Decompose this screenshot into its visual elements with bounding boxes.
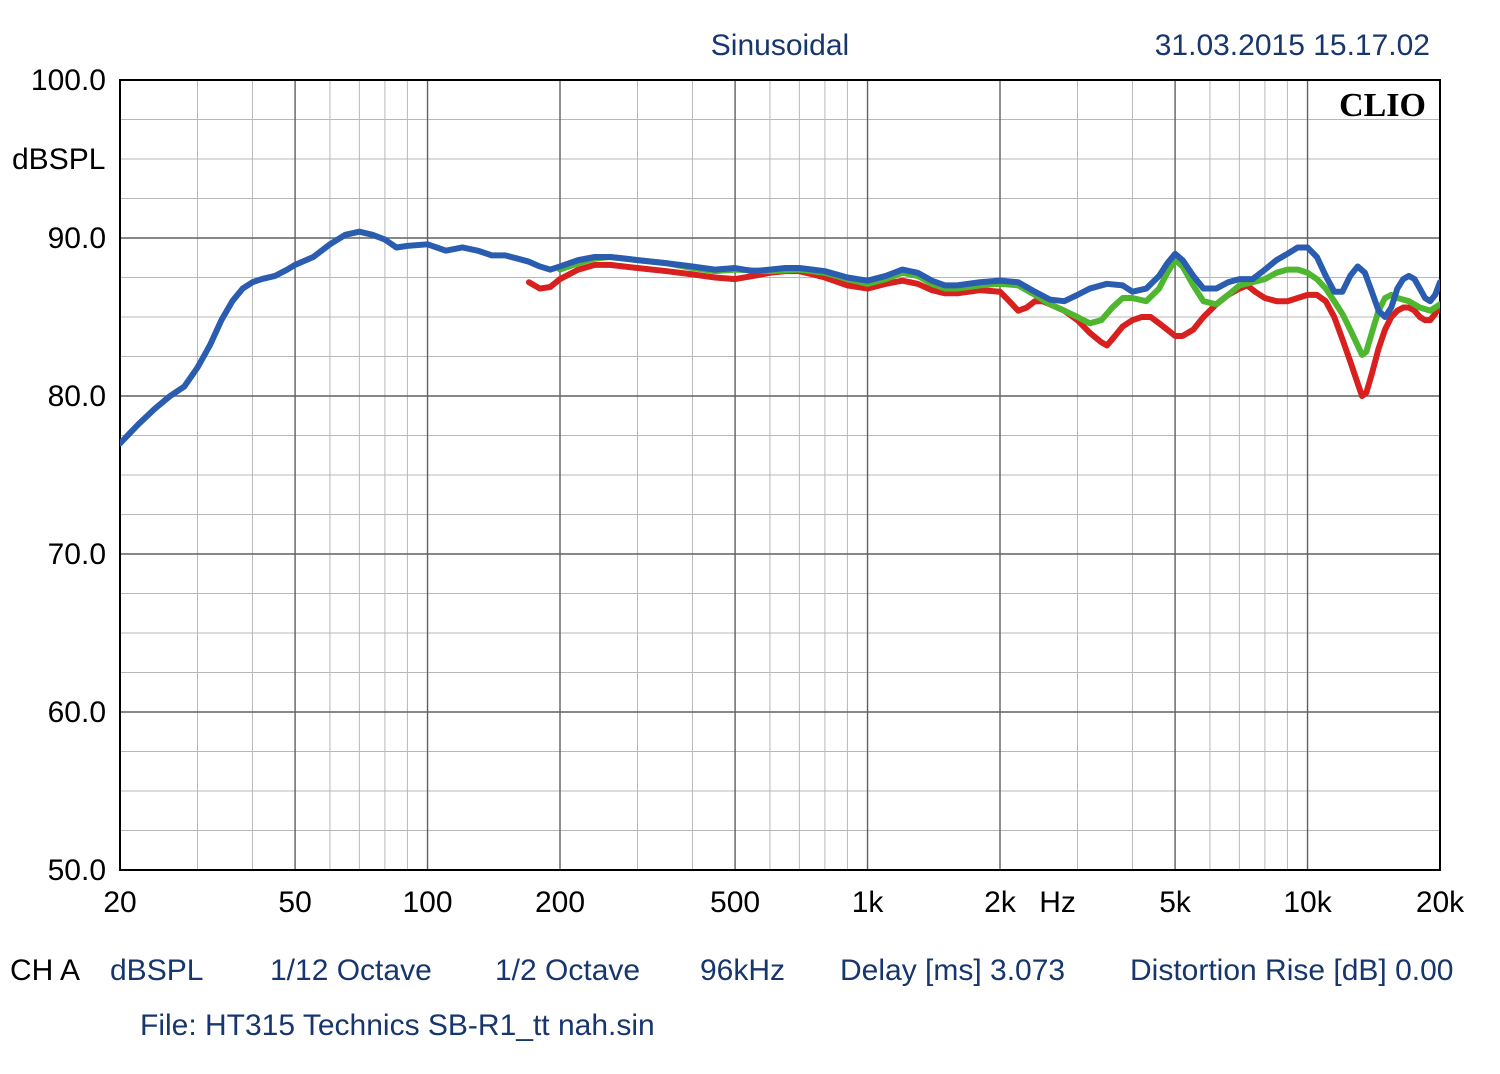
x-tick-label: 20 [103,886,136,919]
x-tick-label: 2k [984,886,1017,919]
footer-info-6: Distortion Rise [dB] 0.00 [1130,954,1453,987]
frequency-response-chart: Sinusoidal 31.03.2015 15.17.02 50.0 60.0 70.… [0,0,1500,1074]
x-tick-label: 200 [535,886,585,919]
y-axis-unit: dBSPL [12,143,105,176]
y-tick-label: 90.0 [48,222,106,255]
x-tick-label: 5k [1159,886,1192,919]
x-tick-label: 1k [852,886,885,919]
footer-file-label: File: HT315 Technics SB-R1_tt nah.sin [140,1009,655,1042]
y-tick-label: 80.0 [48,380,106,413]
y-tick-label: 60.0 [48,696,106,729]
chart-title: Sinusoidal [711,29,849,62]
x-tick-label: 50 [278,886,311,919]
footer-info-5: Delay [ms] 3.073 [840,954,1065,987]
footer-info-2: 1/12 Octave [270,954,432,987]
x-tick-label: 500 [710,886,760,919]
footer-info-3: 1/2 Octave [495,954,640,987]
x-axis-unit: Hz [1039,886,1076,919]
chart-timestamp: 31.03.2015 15.17.02 [1155,29,1430,62]
x-tick-label: 10k [1283,886,1332,919]
y-tick-label: 100.0 [31,64,106,97]
y-tick-label: 50.0 [48,854,106,887]
footer-info-0: CH A [10,954,80,987]
brand-label: CLIO [1339,87,1426,124]
footer-info-1: dBSPL [110,954,203,987]
y-tick-label: 70.0 [48,538,106,571]
x-tick-label: 100 [403,886,453,919]
footer-info-4: 96kHz [700,954,785,987]
x-tick-label: 20k [1416,886,1465,919]
